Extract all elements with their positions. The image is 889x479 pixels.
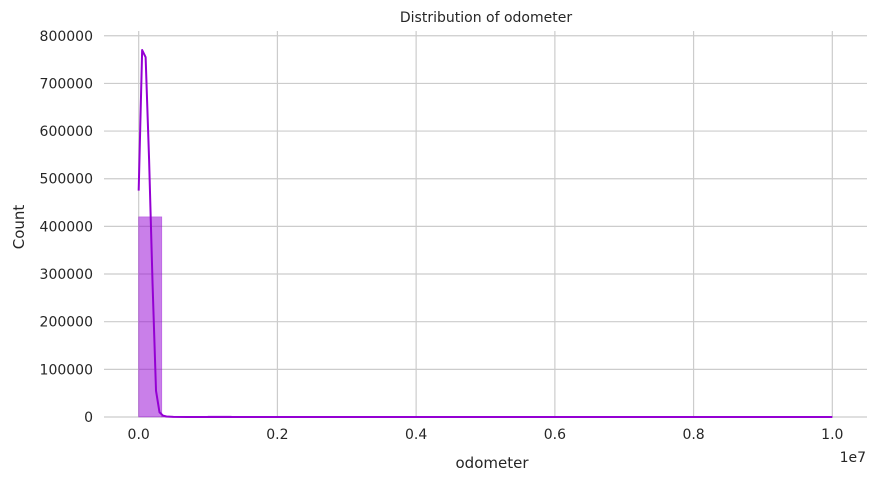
- x-tick-label: 0.4: [405, 427, 427, 443]
- x-tick-label: 0.6: [544, 427, 566, 443]
- tick-labels: 0.0 0.2 0.4 0.6 0.8 1.0 0 100000 200000 300000 400…: [40, 29, 844, 443]
- x-tick-label: 0.8: [682, 427, 704, 443]
- y-tick-label: 700000: [40, 76, 93, 92]
- kde-line: [137, 49, 833, 418]
- x-tick-label: 1.0: [821, 427, 843, 443]
- kde-curve-group: [137, 49, 833, 418]
- x-tick-label: 0.2: [266, 427, 288, 443]
- y-tick-label: 100000: [40, 362, 93, 378]
- y-tick-label: 400000: [40, 219, 93, 235]
- y-tick-label: 600000: [40, 124, 93, 140]
- histogram-bars: [138, 216, 833, 418]
- y-tick-label: 800000: [40, 29, 93, 45]
- y-tick-label: 500000: [40, 172, 93, 188]
- x-tick-label: 0.0: [128, 427, 150, 443]
- x-axis-offset-label: 1e7: [840, 450, 866, 466]
- y-tick-label: 300000: [40, 267, 93, 283]
- chart-title: Distribution of odometer: [400, 10, 572, 26]
- y-tick-label: 200000: [40, 315, 93, 331]
- y-axis-label: Count: [10, 205, 28, 250]
- grid-lines: [104, 31, 867, 418]
- x-axis-label: odometer: [456, 454, 530, 472]
- y-tick-label: 0: [84, 410, 93, 426]
- histogram-bar: [138, 216, 163, 418]
